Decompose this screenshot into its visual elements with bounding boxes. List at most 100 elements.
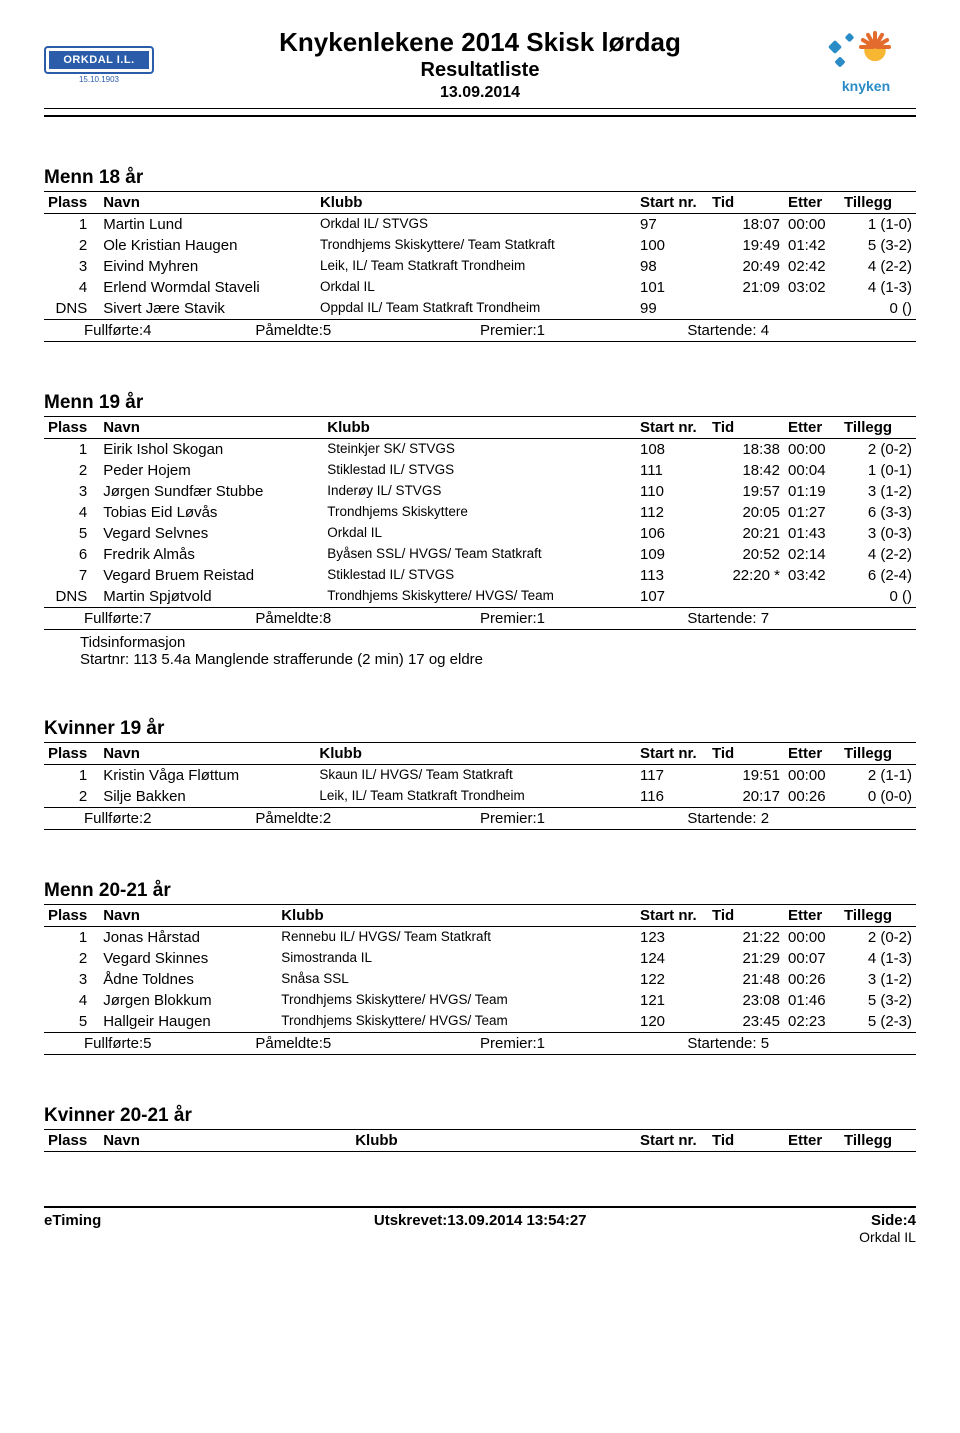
column-header: Tillegg bbox=[840, 1130, 916, 1152]
table-row: 2Ole Kristian HaugenTrondhjems Skiskytte… bbox=[44, 235, 916, 256]
cell: Rennebu IL/ HVGS/ Team Statkraft bbox=[277, 927, 636, 949]
cell: 20:52 bbox=[708, 544, 784, 565]
section-title: Menn 20-21 år bbox=[44, 880, 916, 902]
cell: 6 (2-4) bbox=[840, 565, 916, 586]
title-main: Knykenlekene 2014 Skisk lørdag bbox=[44, 28, 916, 58]
column-header: Tillegg bbox=[840, 743, 916, 765]
cell: 109 bbox=[636, 544, 708, 565]
column-header: Navn bbox=[99, 192, 316, 214]
cell: Hallgeir Haugen bbox=[99, 1011, 277, 1033]
cell: Ole Kristian Haugen bbox=[99, 235, 316, 256]
table-row: 4Tobias Eid LøvåsTrondhjems Skiskyttere1… bbox=[44, 502, 916, 523]
column-header: Start nr. bbox=[636, 743, 708, 765]
cell: Martin Spjøtvold bbox=[99, 586, 323, 608]
cell: 23:08 bbox=[708, 990, 784, 1011]
cell: Inderøy IL/ STVGS bbox=[323, 481, 636, 502]
column-header: Start nr. bbox=[636, 905, 708, 927]
cell: 2 bbox=[44, 948, 99, 969]
cell: Erlend Wormdal Staveli bbox=[99, 277, 316, 298]
cell: 101 bbox=[636, 277, 708, 298]
results-table: PlassNavnKlubbStart nr.TidEtterTillegg1E… bbox=[44, 416, 916, 630]
cell: 19:51 bbox=[708, 765, 784, 787]
cell: Snåsa SSL bbox=[277, 969, 636, 990]
column-header: Tid bbox=[708, 192, 784, 214]
table-row: 3Eivind MyhrenLeik, IL/ Team Statkraft T… bbox=[44, 256, 916, 277]
cell: 4 bbox=[44, 990, 99, 1011]
cell: Martin Lund bbox=[99, 214, 316, 236]
cell: 5 bbox=[44, 523, 99, 544]
footer-center: Utskrevet:13.09.2014 13:54:27 bbox=[374, 1212, 587, 1245]
cell: 00:04 bbox=[784, 460, 840, 481]
cell: 02:14 bbox=[784, 544, 840, 565]
cell: 3 bbox=[44, 256, 99, 277]
column-header: Navn bbox=[99, 905, 277, 927]
summary-item: Fullførte:4 bbox=[48, 322, 255, 339]
cell: 00:26 bbox=[784, 969, 840, 990]
cell bbox=[784, 586, 840, 608]
results-table: PlassNavnKlubbStart nr.TidEtterTillegg bbox=[44, 1129, 916, 1152]
cell: 4 (1-3) bbox=[840, 277, 916, 298]
column-header: Plass bbox=[44, 417, 99, 439]
cell: Trondhjems Skiskyttere/ HVGS/ Team bbox=[277, 990, 636, 1011]
column-header: Tid bbox=[708, 417, 784, 439]
table-row: 1Eirik Ishol SkoganSteinkjer SK/ STVGS10… bbox=[44, 439, 916, 461]
cell: 01:42 bbox=[784, 235, 840, 256]
cell: 21:29 bbox=[708, 948, 784, 969]
cell: Oppdal IL/ Team Statkraft Trondheim bbox=[316, 298, 636, 320]
summary-row: Fullførte:2Påmeldte:2Premier:1Startende:… bbox=[44, 808, 916, 830]
cell: 19:49 bbox=[708, 235, 784, 256]
cell: Stiklestad IL/ STVGS bbox=[323, 565, 636, 586]
event-logo-text: knyken bbox=[816, 78, 916, 94]
section-notes: TidsinformasjonStartnr: 113 5.4a Manglen… bbox=[44, 630, 916, 668]
cell: 6 (3-3) bbox=[840, 502, 916, 523]
club-logo-text: ORKDAL I.L. bbox=[49, 51, 149, 69]
summary-item: Startende: 4 bbox=[687, 322, 912, 339]
column-header: Klubb bbox=[315, 743, 636, 765]
cell bbox=[784, 298, 840, 320]
cell: 01:46 bbox=[784, 990, 840, 1011]
cell: 121 bbox=[636, 990, 708, 1011]
cell: Ådne Toldnes bbox=[99, 969, 277, 990]
cell: 5 bbox=[44, 1011, 99, 1033]
cell: 01:27 bbox=[784, 502, 840, 523]
column-header: Navn bbox=[99, 743, 315, 765]
cell: 00:07 bbox=[784, 948, 840, 969]
event-logo: knyken bbox=[816, 28, 916, 106]
table-row: 5Hallgeir HaugenTrondhjems Skiskyttere/ … bbox=[44, 1011, 916, 1033]
cell: 0 () bbox=[840, 586, 916, 608]
table-row: 2Peder HojemStiklestad IL/ STVGS11118:42… bbox=[44, 460, 916, 481]
cell: 00:00 bbox=[784, 439, 840, 461]
section-title: Menn 18 år bbox=[44, 167, 916, 189]
cell: Leik, IL/ Team Statkraft Trondheim bbox=[315, 786, 636, 808]
cell: 19:57 bbox=[708, 481, 784, 502]
cell: Peder Hojem bbox=[99, 460, 323, 481]
summary-item: Startende: 5 bbox=[687, 1035, 912, 1052]
summary-item: Påmeldte:2 bbox=[255, 810, 480, 827]
cell: 23:45 bbox=[708, 1011, 784, 1033]
cell: 01:19 bbox=[784, 481, 840, 502]
cell: 2 (1-1) bbox=[840, 765, 916, 787]
cell: 100 bbox=[636, 235, 708, 256]
cell: Kristin Våga Fløttum bbox=[99, 765, 315, 787]
cell: DNS bbox=[44, 298, 99, 320]
cell: Orkdal IL bbox=[323, 523, 636, 544]
cell: Eivind Myhren bbox=[99, 256, 316, 277]
table-row: DNSSivert Jære StavikOppdal IL/ Team Sta… bbox=[44, 298, 916, 320]
cell: 03:42 bbox=[784, 565, 840, 586]
summary-item: Premier:1 bbox=[480, 810, 687, 827]
cell: 117 bbox=[636, 765, 708, 787]
summary-item: Premier:1 bbox=[480, 610, 687, 627]
cell: 120 bbox=[636, 1011, 708, 1033]
cell: 20:21 bbox=[708, 523, 784, 544]
column-header: Tillegg bbox=[840, 417, 916, 439]
title-sub: Resultatliste bbox=[44, 58, 916, 82]
cell: Byåsen SSL/ HVGS/ Team Statkraft bbox=[323, 544, 636, 565]
cell: Steinkjer SK/ STVGS bbox=[323, 439, 636, 461]
summary-item: Startende: 2 bbox=[687, 810, 912, 827]
cell: 20:17 bbox=[708, 786, 784, 808]
cell: 1 bbox=[44, 439, 99, 461]
cell: 1 bbox=[44, 927, 99, 949]
cell: 2 (0-2) bbox=[840, 439, 916, 461]
table-row: 1Martin LundOrkdal IL/ STVGS9718:0700:00… bbox=[44, 214, 916, 236]
results-table: PlassNavnKlubbStart nr.TidEtterTillegg1J… bbox=[44, 904, 916, 1055]
